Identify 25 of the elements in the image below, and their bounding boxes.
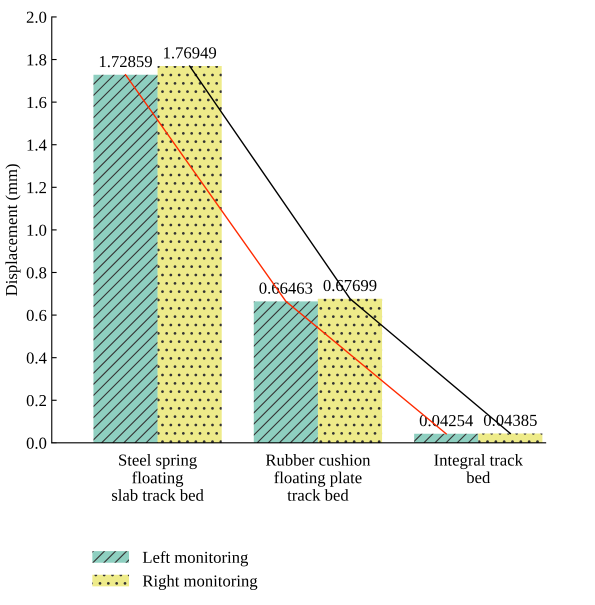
data-label: 1.72859 xyxy=(100,56,152,68)
y-tick-label: 1.2 xyxy=(28,182,46,194)
x-tick-label: Integral track bed xyxy=(434,454,523,484)
legend-label: Left monitoring xyxy=(142,551,248,566)
bar xyxy=(414,434,478,443)
y-tick-label: 1.0 xyxy=(28,224,46,236)
y-tick-label: 0.4 xyxy=(26,352,47,364)
bar xyxy=(93,74,158,443)
bar xyxy=(478,434,542,443)
y-tick-label: 1.4 xyxy=(28,139,47,151)
bar xyxy=(158,66,222,443)
x-tick-label: Rubber cushion floating plate track bed xyxy=(266,454,370,501)
y-axis-title: Displacement (mm) xyxy=(5,164,21,296)
y-tick-label: 2.0 xyxy=(26,12,46,23)
data-label: 1.76949 xyxy=(164,47,216,59)
y-tick-label: 1.6 xyxy=(28,96,46,108)
y-tick-label: 0.6 xyxy=(26,310,46,322)
x-tick-label: Steel spring floating slab track bed xyxy=(112,454,204,501)
bar xyxy=(318,298,382,443)
y-tick-label: 0.8 xyxy=(26,267,46,279)
y-tick-label: 0.0 xyxy=(26,438,46,449)
y-tick-label: 1.8 xyxy=(28,54,46,66)
y-tick-label: 0.2 xyxy=(26,394,46,406)
bar xyxy=(254,301,318,443)
legend-label: Right monitoring xyxy=(142,574,258,590)
